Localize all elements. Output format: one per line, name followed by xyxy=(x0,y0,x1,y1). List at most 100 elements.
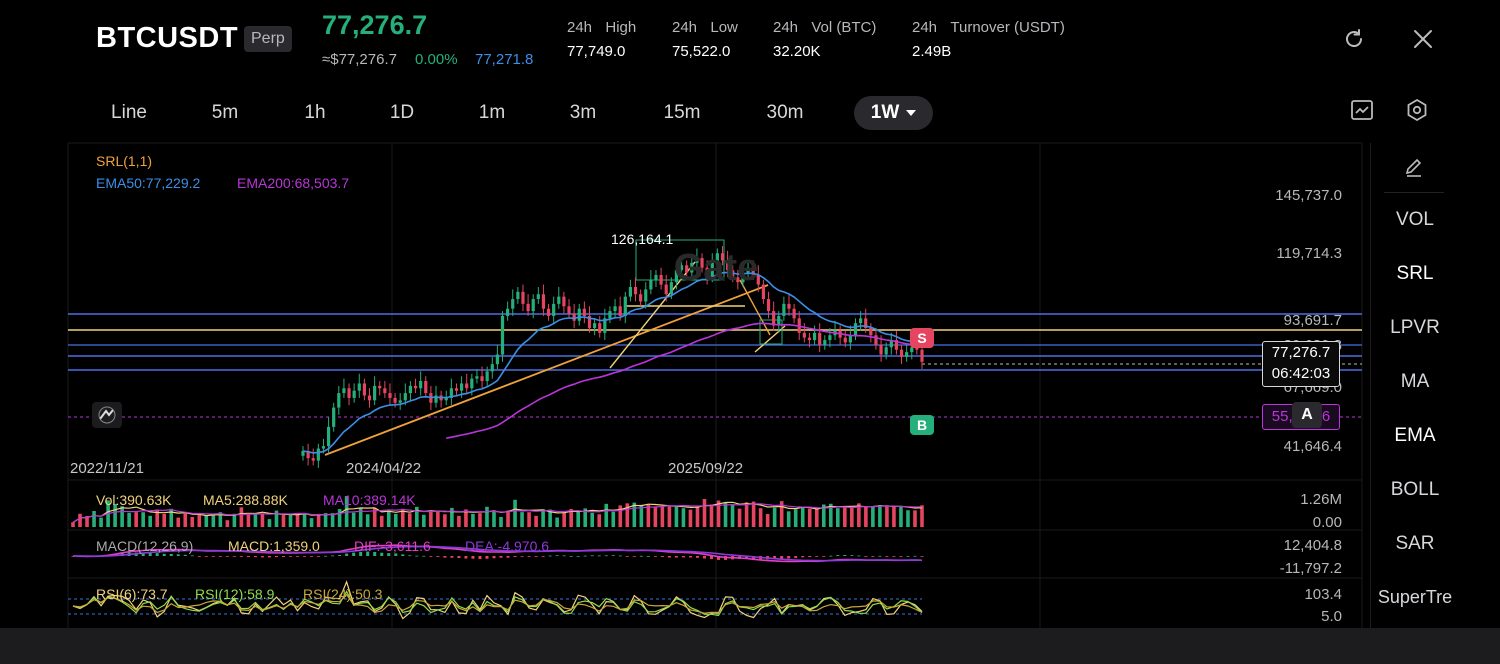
candle-body xyxy=(777,315,781,326)
sidebar-item-supertrend[interactable]: SuperTre xyxy=(1377,587,1453,607)
sidebar-item-vol[interactable]: VOL xyxy=(1395,209,1435,230)
ema200-legend: EMA200:68,503.7 xyxy=(237,175,350,191)
macd-bar xyxy=(506,556,510,558)
edit-pencil-icon[interactable] xyxy=(1403,156,1425,178)
candle-body xyxy=(332,407,336,427)
sidebar-item-boll[interactable]: BOLL xyxy=(1390,479,1440,500)
volume-bar xyxy=(162,513,167,527)
macd-bar xyxy=(331,555,335,557)
candle-body xyxy=(812,332,817,341)
candle-body xyxy=(352,390,356,398)
macd-bar xyxy=(141,552,145,556)
macd-bar xyxy=(387,553,391,556)
stat-label: Low xyxy=(710,19,738,36)
candle-body xyxy=(357,383,361,391)
volume-bar xyxy=(443,514,447,527)
tab-1h[interactable]: 1h xyxy=(304,102,326,123)
macd-bar xyxy=(499,556,503,558)
drawing-tool-button[interactable] xyxy=(92,402,122,428)
stat-label: 24h xyxy=(672,19,698,36)
settings-icon[interactable] xyxy=(1405,98,1429,122)
macd-bar xyxy=(281,556,285,557)
candle-body xyxy=(899,349,904,357)
candle-body xyxy=(572,313,576,321)
candle-body xyxy=(782,303,786,316)
volume-bar xyxy=(695,505,700,527)
volume-bar xyxy=(288,514,293,527)
volume-bar xyxy=(814,508,819,527)
macd-bar xyxy=(443,556,447,558)
macd-bar xyxy=(583,555,587,557)
candle-body xyxy=(613,306,617,312)
stat-label: Vol (BTC) xyxy=(811,19,877,36)
sidebar-item-srl[interactable]: SRL xyxy=(1396,263,1434,284)
tab-line[interactable]: Line xyxy=(111,102,147,123)
sidebar-item-lpvr[interactable]: LPVR xyxy=(1390,317,1440,338)
volume-bar xyxy=(562,511,566,527)
volume-bar xyxy=(527,512,531,527)
candle-body xyxy=(746,267,750,273)
sidebar-item-sar[interactable]: SAR xyxy=(1395,533,1435,554)
macd-bar xyxy=(267,556,271,558)
auto-scale-button[interactable]: A xyxy=(1292,402,1322,428)
rsi12-legend: RSI(12):58.9 xyxy=(195,586,275,602)
volume-bar xyxy=(225,520,230,527)
candle-body xyxy=(511,299,515,309)
candle-body xyxy=(720,253,725,261)
macd-bar xyxy=(660,556,664,557)
macd-bar xyxy=(415,555,419,557)
candle-body xyxy=(557,296,561,304)
macd-bar xyxy=(913,555,917,557)
volume-bar xyxy=(429,510,433,527)
candle-body xyxy=(506,308,510,316)
volume-bar xyxy=(604,503,609,527)
macd-bar xyxy=(260,556,264,558)
volume-bar xyxy=(597,514,602,527)
tab-3m[interactable]: 3m xyxy=(569,102,597,123)
sidebar-item-ma[interactable]: MA xyxy=(1400,371,1430,392)
macd-bar xyxy=(773,556,777,559)
tab-5m[interactable]: 5m xyxy=(211,102,239,123)
volume-bar xyxy=(99,517,103,527)
volume-bar xyxy=(393,513,398,527)
chart-layout-icon[interactable] xyxy=(1350,99,1374,121)
stat-label: High xyxy=(605,19,637,36)
macd-bar xyxy=(717,556,721,560)
candle-body xyxy=(485,371,489,382)
macd-bar xyxy=(225,556,229,557)
volume-bar xyxy=(843,507,847,527)
price-axis-label: 93,691.7 xyxy=(1283,312,1342,329)
macd-bar xyxy=(639,555,643,557)
candle-body xyxy=(598,323,602,333)
macd-bar xyxy=(162,553,166,556)
sidebar-item-ema[interactable]: EMA xyxy=(1394,425,1436,446)
macd-bar xyxy=(787,556,791,559)
refresh-icon[interactable] xyxy=(1342,27,1366,51)
tab-1m[interactable]: 1m xyxy=(478,102,506,123)
candle-body xyxy=(342,388,346,394)
volume-bar xyxy=(892,506,896,527)
candle-body xyxy=(459,383,464,391)
rsi24-legend: RSI(24):50.3 xyxy=(303,586,383,602)
tab-1d[interactable]: 1D xyxy=(389,102,415,123)
candle-body xyxy=(915,347,919,350)
candle-body xyxy=(408,385,413,394)
volume-bar xyxy=(906,510,910,527)
macd-bar xyxy=(695,556,699,558)
macd-bar xyxy=(562,555,566,557)
tab-15m[interactable]: 15m xyxy=(663,102,701,123)
symbol-title[interactable]: BTCUSDT xyxy=(96,22,239,54)
stat-label: 24h xyxy=(912,19,938,36)
candle-body xyxy=(741,272,745,283)
volume-bar xyxy=(365,514,370,527)
tab-30m[interactable]: 30m xyxy=(766,102,804,123)
volume-bar xyxy=(78,513,82,527)
macd-dea-line xyxy=(73,545,923,562)
volume-bar xyxy=(779,501,784,527)
tab-1w-dropdown[interactable]: 1W xyxy=(854,96,933,130)
macd-bar xyxy=(871,556,875,557)
macd-legend: MACD(12,26,9) xyxy=(96,538,194,554)
stat-24h-vol: 24h Vol (BTC) 32.20K xyxy=(773,19,876,66)
close-icon[interactable] xyxy=(1412,28,1434,50)
